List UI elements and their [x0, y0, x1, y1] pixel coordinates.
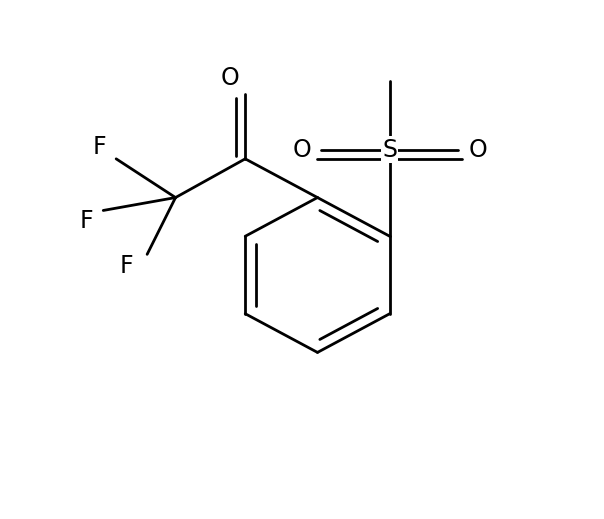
Text: O: O	[220, 66, 239, 90]
Text: F: F	[120, 254, 133, 278]
Text: O: O	[292, 138, 312, 161]
Text: F: F	[93, 135, 106, 159]
Text: S: S	[382, 138, 397, 161]
Text: F: F	[79, 209, 93, 233]
Text: O: O	[468, 138, 487, 161]
